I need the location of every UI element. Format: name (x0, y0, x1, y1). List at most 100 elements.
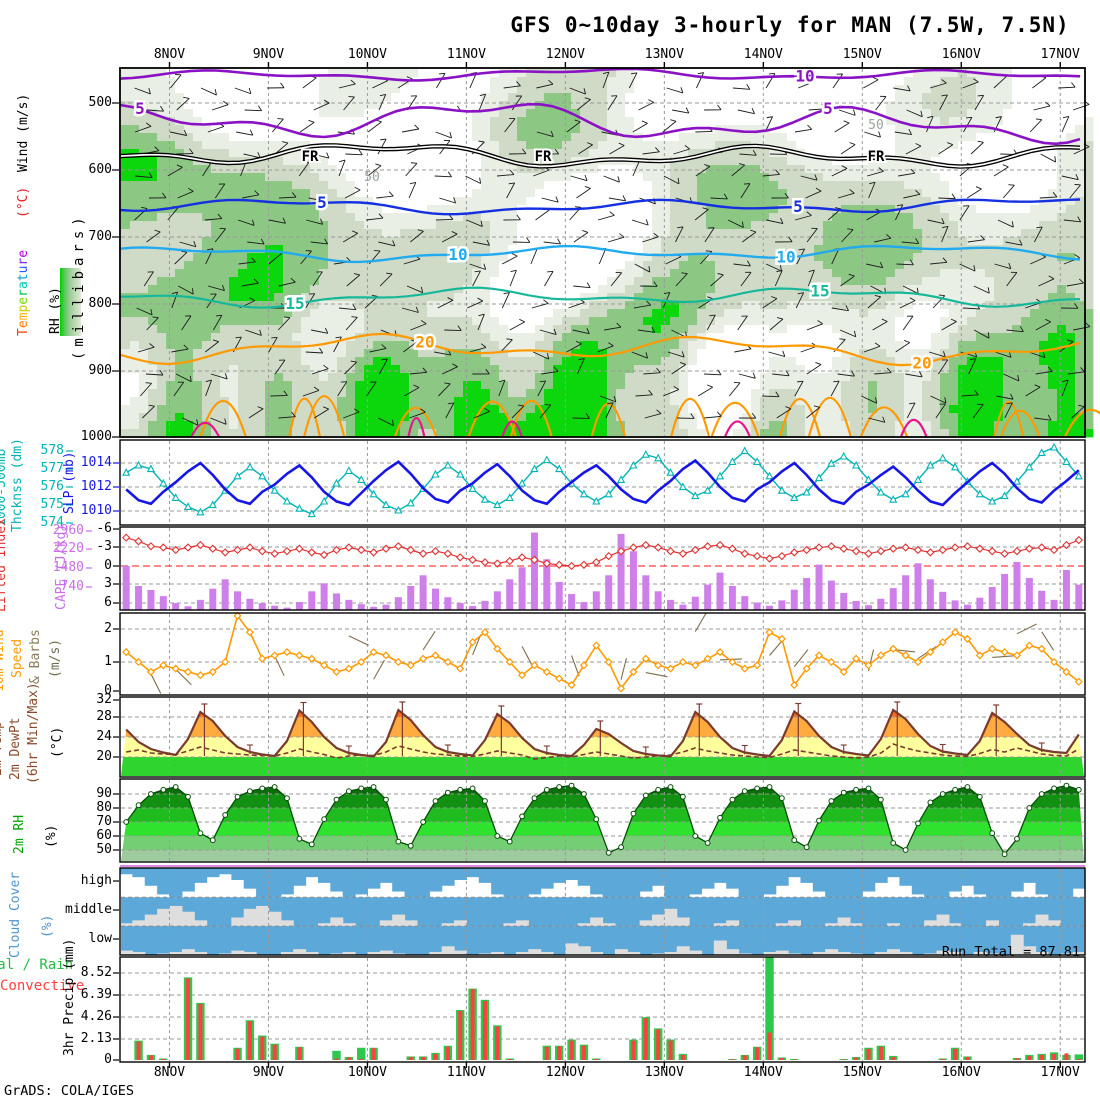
thickness-tick: 576 (40, 479, 64, 494)
rh-tick: 50 (96, 842, 112, 857)
temperature-letter: e (16, 249, 31, 258)
y-label-minmax: (6hr Min/Max) (26, 682, 41, 784)
cloud-row-label: middle (65, 902, 112, 917)
pressure-tick: 800 (88, 296, 112, 311)
x-axis-label-bottom: 9NOV (252, 1065, 285, 1080)
y-label-thickness-1: 1000-500mb (0, 448, 9, 527)
lifted-index-tick: -6 (96, 521, 112, 536)
temperature-letter: m (16, 312, 31, 321)
x-axis-label-top: 12NOV (545, 47, 585, 62)
x-axis-label-bottom: 16NOV (941, 1065, 981, 1080)
y-label-10m-speed: Speed (10, 638, 25, 678)
thickness-tick: 574 (40, 515, 64, 530)
rh-color-swatch (60, 268, 81, 336)
y-label-thickness-2: Thcknss (dm) (10, 438, 25, 532)
lifted-index-tick: -3 (96, 539, 112, 554)
thickness-tick: 575 (40, 497, 64, 512)
rh-tick: 70 (96, 814, 112, 829)
page-title: GFS 0~10day 3-hourly for MAN (7.5W, 7.5N… (510, 13, 1070, 37)
slp-tick: 1012 (80, 479, 112, 494)
x-axis-label-top: 8NOV (153, 47, 186, 62)
pressure-tick: 600 (88, 162, 112, 177)
cape-tick: 2960 (52, 523, 84, 538)
y-label-2m-rh-unit: (%) (44, 824, 59, 848)
temperature-letter: a (16, 281, 31, 290)
temperature-letter: e (16, 296, 31, 305)
lifted-index-tick: 3 (104, 576, 112, 591)
temperature-letter: e (16, 320, 31, 329)
temp-tick: 28 (96, 709, 112, 724)
thickness-tick: 577 (40, 461, 64, 476)
lifted-index-tick: 6 (104, 595, 112, 610)
x-axis-label-bottom: 8NOV (153, 1065, 186, 1080)
wind-speed-tick: 0 (104, 683, 112, 698)
temperature-letter: p (16, 304, 31, 313)
temp-tick: 32 (96, 692, 112, 707)
grads-footer: GrADS: COLA/IGES (4, 1083, 135, 1099)
y-label-2m-dewpt: 2m DewPt (8, 717, 23, 780)
x-axis-label-top: 17NOV (1040, 47, 1080, 62)
x-axis-label-top: 11NOV (446, 47, 486, 62)
thickness-tick: 578 (40, 443, 64, 458)
x-axis-label-top: 13NOV (644, 47, 684, 62)
temperature-letter: u (16, 265, 31, 274)
x-axis-label-bottom: 15NOV (842, 1065, 882, 1080)
pressure-tick: 700 (88, 229, 112, 244)
y-label-2m-rh: 2m RH (12, 814, 27, 854)
x-axis-label-top: 10NOV (347, 47, 387, 62)
temp-tick: 24 (96, 729, 112, 744)
temperature-letter: t (16, 273, 31, 282)
y-label-rh: RH (%) (48, 287, 63, 334)
precip-tick: 2.13 (80, 1031, 112, 1046)
y-label-cloud-cover: Cloud Cover (8, 871, 23, 958)
precip-tick: 0 (104, 1052, 112, 1067)
x-axis-label-top: 14NOV (743, 47, 783, 62)
cape-tick: 2220 (52, 541, 84, 556)
x-axis-label-top: 16NOV (941, 47, 981, 62)
y-label-temperature: Temperature (16, 249, 31, 336)
rh-tick: 90 (96, 786, 112, 801)
x-axis-label-bottom: 17NOV (1040, 1065, 1080, 1080)
precip-legend-total: Total / Rain (0, 957, 74, 973)
run-total-text: Run Total = 87.81 (941, 944, 1080, 960)
precip-tick: 6.39 (80, 987, 112, 1002)
y-label-2m-temp: 2m Temp (0, 721, 5, 776)
lifted-index-tick: 0 (104, 558, 112, 573)
wind-speed-tick: 2 (104, 621, 112, 636)
x-axis-label-bottom: 11NOV (446, 1065, 486, 1080)
x-axis-label-bottom: 12NOV (545, 1065, 585, 1080)
wind-speed-tick: 1 (104, 654, 112, 669)
temperature-letter: r (16, 257, 31, 266)
x-axis-label-bottom: 10NOV (347, 1065, 387, 1080)
y-label-temp-unit: (°C) (16, 186, 31, 218)
temperature-letter: r (16, 289, 31, 297)
cape-tick: 740 (60, 579, 84, 594)
x-axis-label-bottom: 13NOV (644, 1065, 684, 1080)
y-label-10m-unit: (m/s) (48, 638, 63, 678)
rh-tick: 80 (96, 800, 112, 815)
pressure-tick: 500 (88, 95, 112, 110)
y-label-barbs: & Barbs (28, 629, 43, 684)
slp-tick: 1014 (80, 455, 112, 470)
cloud-row-label: low (88, 931, 112, 946)
y-label-10m-wind: 10m Wind (0, 629, 7, 692)
precip-tick: 4.26 (80, 1009, 112, 1024)
cloud-row-label: high (80, 873, 112, 888)
pressure-tick: 900 (88, 363, 112, 378)
slp-tick: 1010 (80, 503, 112, 518)
x-axis-label-bottom: 14NOV (743, 1065, 783, 1080)
y-label-lifted-index: Lifted Index (0, 518, 9, 612)
precip-legend-convective: Convective (0, 978, 85, 994)
temp-tick: 20 (96, 749, 112, 764)
y-label-2m-temp-unit: (°C) (50, 726, 65, 758)
cape-tick: 1480 (52, 560, 84, 575)
y-label-wind: Wind (m/s) (16, 93, 31, 172)
temperature-letter: T (16, 328, 31, 336)
rh-tick: 60 (96, 828, 112, 843)
pressure-tick: 1000 (80, 429, 112, 444)
precip-tick: 8.52 (80, 965, 112, 980)
x-axis-label-top: 9NOV (252, 47, 285, 62)
x-axis-label-top: 15NOV (842, 47, 882, 62)
